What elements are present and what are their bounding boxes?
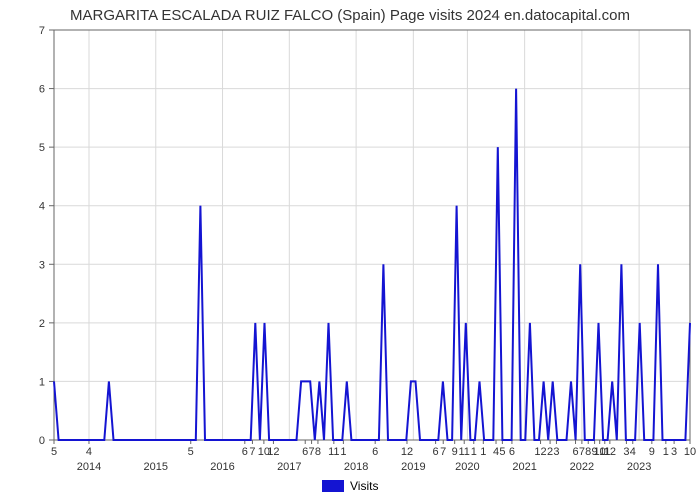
x-tick-label: 6 <box>509 446 515 458</box>
x-tick-label: 2 <box>547 446 553 458</box>
x-year-label: 2023 <box>627 461 651 473</box>
visits-line-chart: 0123456754567101267811161267911114561223… <box>0 0 700 500</box>
x-tick-label: 1 <box>480 446 486 458</box>
x-tick-label: 3 <box>553 446 559 458</box>
legend-label: Visits <box>350 479 378 493</box>
x-tick-label: 5 <box>51 446 57 458</box>
x-tick-label: 6 <box>302 446 308 458</box>
x-tick-label: 6 <box>572 446 578 458</box>
x-tick-label: 7 <box>579 446 585 458</box>
x-tick-label: 3 <box>623 446 629 458</box>
x-tick-label: 10 <box>684 446 696 458</box>
y-tick-label: 1 <box>39 376 45 388</box>
y-tick-label: 3 <box>39 259 45 271</box>
x-tick-label: 4 <box>630 446 636 458</box>
y-tick-label: 0 <box>39 435 45 447</box>
x-tick-label: 8 <box>315 446 321 458</box>
x-year-label: 2015 <box>144 461 168 473</box>
x-year-label: 2016 <box>210 461 234 473</box>
chart-title: MARGARITA ESCALADA RUIZ FALCO (Spain) Pa… <box>70 7 630 24</box>
x-tick-label: 7 <box>440 446 446 458</box>
y-tick-label: 5 <box>39 142 45 154</box>
x-year-label: 2022 <box>570 461 594 473</box>
x-year-label: 2020 <box>455 461 479 473</box>
x-year-label: 2021 <box>512 461 536 473</box>
x-tick-label: 4 <box>493 446 499 458</box>
x-tick-label: 12 <box>267 446 279 458</box>
x-tick-label: 11 <box>328 446 339 458</box>
x-tick-label: 8 <box>585 446 591 458</box>
x-tick-label: 1 <box>340 446 346 458</box>
x-tick-label: 6 <box>242 446 248 458</box>
x-year-label: 2014 <box>77 461 101 473</box>
y-tick-label: 7 <box>39 25 45 37</box>
x-tick-label: 9 <box>649 446 655 458</box>
x-year-label: 2018 <box>344 461 368 473</box>
x-year-label: 2019 <box>401 461 425 473</box>
x-tick-label: 5 <box>499 446 505 458</box>
x-tick-label: 11 <box>459 446 470 458</box>
x-tick-label: 6 <box>372 446 378 458</box>
x-tick-label: 3 <box>671 446 677 458</box>
y-tick-label: 6 <box>39 84 45 96</box>
x-tick-label: 1 <box>663 446 669 458</box>
x-year-label: 2017 <box>277 461 301 473</box>
x-tick-label: 12 <box>604 446 616 458</box>
x-tick-label: 9 <box>452 446 458 458</box>
x-tick-label: 6 <box>433 446 439 458</box>
legend-swatch <box>322 480 344 492</box>
x-tick-label: 5 <box>188 446 194 458</box>
x-tick-label: 12 <box>401 446 413 458</box>
x-tick-label: 1 <box>471 446 477 458</box>
y-tick-label: 2 <box>39 318 45 330</box>
x-tick-label: 7 <box>309 446 315 458</box>
x-tick-label: 7 <box>249 446 255 458</box>
x-tick-label: 4 <box>86 446 92 458</box>
y-tick-label: 4 <box>39 201 45 213</box>
x-tick-label: 12 <box>534 446 546 458</box>
